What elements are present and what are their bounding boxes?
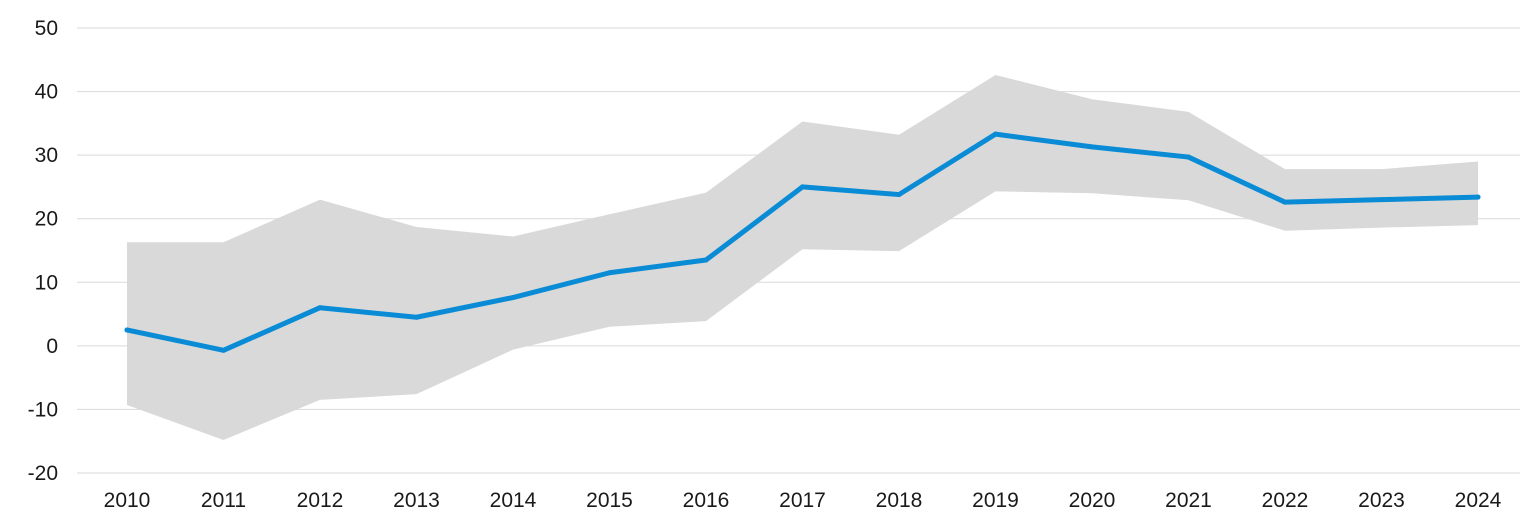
band-area	[127, 75, 1478, 440]
x-tick-label: 2024	[1455, 489, 1502, 512]
data-point	[124, 327, 130, 333]
x-tick-label: 2016	[683, 489, 730, 512]
confidence-band	[127, 75, 1478, 440]
data-point	[1186, 154, 1191, 160]
data-point	[221, 347, 226, 353]
data-point	[1475, 194, 1481, 200]
x-tick-label: 2020	[1069, 489, 1116, 512]
x-tick-label: 2014	[490, 489, 537, 512]
data-point	[317, 305, 323, 311]
y-tick-label: 40	[35, 81, 58, 104]
series-lines	[124, 131, 1481, 353]
y-tick-label: -20	[28, 462, 58, 485]
y-axis-labels: 50 40 30 20 10 0 -10 -20	[28, 17, 58, 485]
data-point	[607, 270, 612, 276]
x-tick-label: 2015	[586, 489, 633, 512]
y-tick-label: -10	[28, 398, 58, 421]
data-point	[414, 314, 419, 320]
x-tick-label: 2021	[1165, 489, 1212, 512]
data-point	[703, 257, 709, 263]
x-tick-label: 2019	[972, 489, 1019, 512]
data-point	[800, 184, 805, 190]
data-point	[1089, 144, 1095, 150]
data-point	[510, 295, 516, 301]
x-tick-label: 2011	[201, 489, 246, 512]
x-tick-label: 2022	[1262, 489, 1309, 512]
y-tick-label: 30	[35, 144, 58, 167]
y-tick-label: 50	[35, 17, 58, 40]
y-tick-label: 0	[46, 335, 58, 358]
x-tick-label: 2023	[1358, 489, 1405, 512]
x-tick-label: 2017	[779, 489, 826, 512]
x-tick-label: 2018	[876, 489, 923, 512]
x-tick-label: 2012	[297, 489, 344, 512]
y-tick-label: 20	[35, 208, 58, 231]
x-tick-label: 2010	[104, 489, 151, 512]
data-point	[993, 131, 998, 137]
y-tick-label: 10	[35, 271, 58, 294]
data-point	[896, 192, 902, 198]
x-axis-labels: 2010 2011 2012 2013 2014 2015 2016 2017 2018 2019…	[104, 489, 1502, 512]
x-tick-label: 2013	[393, 489, 440, 512]
data-point	[1379, 197, 1384, 203]
data-point	[1282, 199, 1288, 205]
